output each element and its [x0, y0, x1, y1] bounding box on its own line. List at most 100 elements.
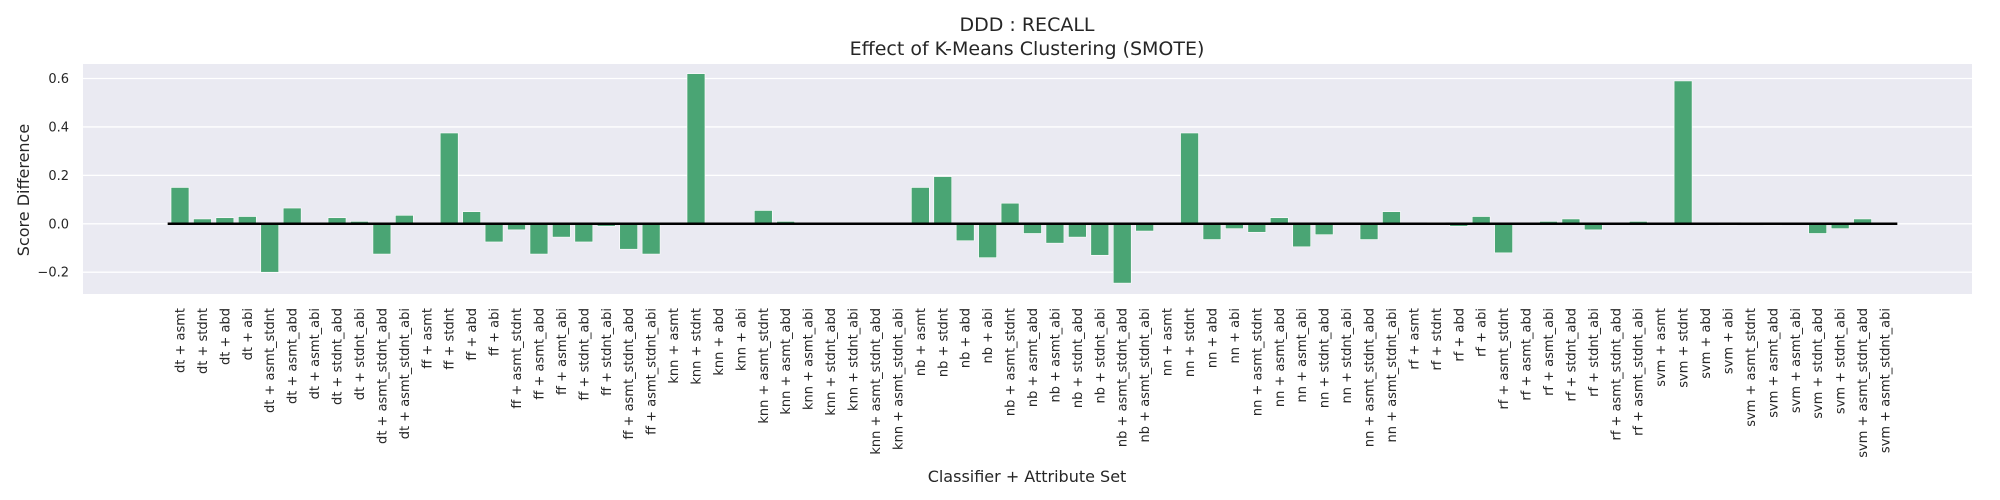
x-tick-label: rf + asmt	[1407, 308, 1422, 370]
x-tick-label: nn + stdnt_abi	[1340, 308, 1355, 403]
x-tick-label: nn + asmt	[1161, 308, 1176, 376]
x-axis-title: Classifier + Attribute Set	[928, 467, 1127, 486]
bar	[552, 223, 571, 238]
bar	[911, 187, 930, 225]
bar	[1023, 223, 1042, 234]
bar	[1314, 223, 1334, 235]
bar	[754, 210, 773, 225]
x-tick-label: knn + asmt_stdnt_abi	[891, 308, 906, 450]
x-tick-label: rf + asmt_stdnt_abi	[1632, 308, 1647, 436]
x-tick-label: nb + abd	[959, 308, 974, 368]
x-tick-label: nn + asmt_stdnt	[1250, 308, 1265, 416]
x-tick-labels: dt + asmt dt + stdnt dt + abd dt + abi dt + …	[174, 308, 1894, 458]
bar	[462, 211, 481, 225]
y-tick-label: 0.0	[48, 217, 69, 232]
x-tick-label: svm + asmt_abi	[1789, 308, 1804, 413]
x-tick-label: nb + asmt_abi	[1048, 308, 1063, 402]
x-tick-label: ff + asmt_stdnt	[510, 308, 525, 409]
bar	[1382, 211, 1401, 225]
x-tick-label: rf + abi	[1475, 308, 1490, 357]
bar	[1359, 223, 1379, 240]
x-tick-label: nn + asmt_stdnt_abi	[1385, 308, 1400, 442]
bar	[1247, 223, 1267, 233]
x-tick-label: knn + stdnt	[690, 308, 705, 385]
bar	[395, 215, 414, 225]
x-tick-label: nn + abd	[1206, 308, 1221, 368]
bar	[282, 207, 302, 225]
x-tick-label: dt + asmt_abd	[286, 308, 301, 404]
x-tick-label: knn + stdnt_abd	[824, 308, 839, 416]
bar	[260, 223, 280, 273]
x-tick-label: dt + stdnt_abd	[331, 308, 346, 405]
x-tick-label: rf + stdnt_abd	[1564, 308, 1579, 402]
x-tick-label: knn + asmt_stdnt	[757, 308, 772, 424]
x-tick-label: ff + stdnt_abi	[600, 308, 615, 396]
bar	[1292, 223, 1311, 248]
x-tick-label: nn + asmt_abi	[1295, 308, 1310, 402]
bar	[978, 223, 997, 258]
x-tick-label: rf + abd	[1452, 308, 1467, 362]
x-tick-label: nb + asmt_stdnt_abd	[1116, 308, 1131, 447]
chart-title: DDD : RECALL	[959, 14, 1094, 36]
x-tick-label: svm + asmt_stdnt_abd	[1856, 308, 1871, 458]
x-tick-label: svm + stdnt_abi	[1834, 308, 1849, 414]
x-tick-label: nb + asmt_stdnt	[1004, 308, 1019, 416]
x-tick-label: svm + asmt	[1654, 308, 1669, 387]
x-tick-label: knn + asmt_stdnt_abd	[869, 308, 884, 455]
y-tick-label: 0.4	[48, 120, 69, 135]
bar	[1808, 223, 1827, 234]
bar	[1112, 223, 1132, 284]
x-tick-label: nn + asmt_abd	[1273, 308, 1288, 407]
x-tick-label: ff + stdnt_abd	[577, 308, 592, 401]
x-tick-label: dt + abd	[218, 308, 233, 365]
bar	[1045, 223, 1065, 244]
bar	[170, 187, 190, 225]
x-tick-label: dt + abi	[241, 308, 256, 360]
chart-subtitle: Effect of K-Means Clustering (SMOTE)	[850, 38, 1205, 60]
bar	[619, 223, 638, 250]
x-tick-label: nb + abi	[981, 308, 996, 363]
bar	[484, 223, 504, 243]
x-tick-label: rf + asmt_abd	[1520, 308, 1535, 401]
x-tick-label: nb + stdnt_abd	[1071, 308, 1086, 408]
bar	[1090, 223, 1110, 256]
x-tick-label: nn + stdnt_abd	[1318, 308, 1333, 408]
x-tick-label: dt + asmt_stdnt	[263, 308, 278, 413]
x-tick-label: nn + stdnt	[1183, 308, 1198, 377]
x-tick-label: ff + asmt_abd	[532, 308, 547, 400]
y-tick-label: −0.2	[37, 266, 69, 281]
x-tick-label: nb + asmt	[914, 308, 929, 376]
bar	[529, 223, 549, 255]
x-tick-label: svm + abd	[1699, 308, 1714, 379]
x-tick-label: rf + asmt_abi	[1542, 308, 1557, 396]
bar	[955, 223, 975, 242]
x-tick-label: svm + asmt_stdnt	[1744, 308, 1759, 427]
x-tick-label: ff + stdnt	[443, 308, 458, 370]
x-tick-label: knn + asmt	[667, 308, 682, 384]
x-tick-label: nb + asmt_abd	[1026, 308, 1041, 407]
bar	[1673, 80, 1693, 225]
x-tick-label: rf + asmt_stdnt_abd	[1609, 308, 1624, 441]
x-tick-label: knn + asmt_abd	[779, 308, 794, 415]
bar	[1494, 223, 1513, 254]
bar	[1068, 223, 1087, 238]
x-tick-label: dt + asmt_stdnt_abd	[375, 308, 390, 444]
bar	[933, 176, 953, 225]
x-tick-label: svm + asmt_stdnt_abi	[1879, 308, 1894, 453]
x-tick-label: nb + asmt_stdnt_abi	[1138, 308, 1153, 442]
bar	[686, 73, 706, 225]
x-tick-label: ff + asmt_abi	[555, 308, 570, 395]
x-tick-label: dt + asmt_stdnt_abi	[398, 308, 413, 439]
x-tick-label: ff + asmt	[420, 308, 435, 369]
x-tick-label: knn + asmt_abi	[802, 308, 817, 410]
x-tick-label: svm + stdnt_abd	[1811, 308, 1826, 419]
x-tick-label: svm + abi	[1722, 308, 1737, 374]
x-tick-label: ff + asmt_stdnt_abd	[622, 308, 637, 440]
x-tick-label: nn + abi	[1228, 308, 1243, 363]
y-tick-label: 0.2	[48, 169, 69, 184]
y-axis-title: Score Difference	[14, 124, 33, 256]
bar	[1000, 202, 1020, 225]
x-tick-label: rf + asmt_stdnt	[1497, 308, 1512, 410]
x-tick-label: ff + asmt_stdnt_abi	[645, 308, 660, 435]
